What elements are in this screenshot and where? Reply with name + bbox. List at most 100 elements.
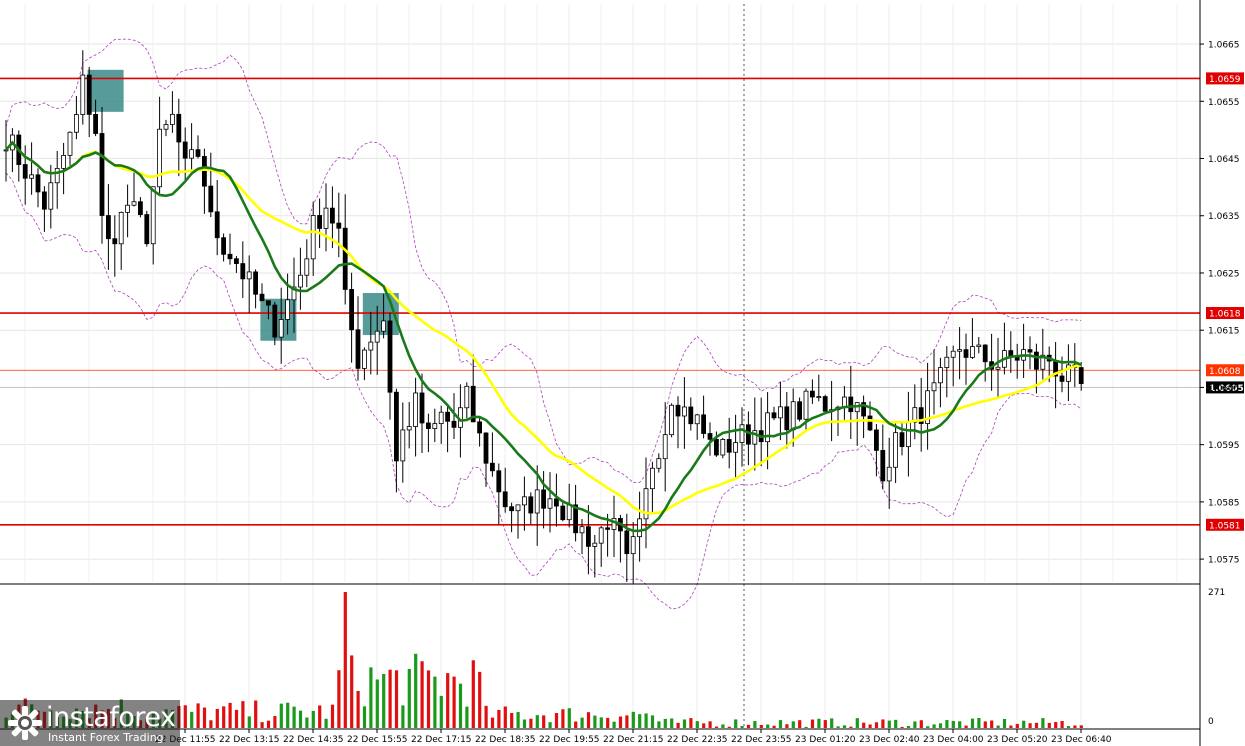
- candle-body: [714, 438, 719, 456]
- candle-body: [1078, 367, 1084, 385]
- candle-body: [746, 424, 751, 445]
- volume-bar: [1009, 725, 1013, 728]
- candle-body: [163, 124, 169, 130]
- volume-bar: [196, 703, 200, 728]
- candle-body: [445, 411, 451, 422]
- current-price-label-bg: [1206, 381, 1244, 394]
- volume-bar: [650, 715, 655, 728]
- candle-body: [662, 434, 668, 460]
- candle-body: [304, 258, 310, 276]
- volume-bar: [529, 718, 533, 728]
- volume-bar: [657, 721, 661, 728]
- volume-bar: [644, 713, 648, 728]
- volume-bar: [458, 683, 463, 728]
- volume-bar: [798, 720, 802, 728]
- x-tick-label: 22 Dec 14:35: [283, 735, 344, 745]
- volume-bar: [554, 713, 559, 728]
- volume-bar: [574, 721, 578, 728]
- candle-body: [157, 128, 163, 188]
- volume-bar: [938, 723, 943, 728]
- fast-ma-line: [5, 140, 1082, 533]
- volume-bar: [414, 653, 418, 728]
- candle-body: [906, 421, 911, 448]
- candle-body: [176, 113, 182, 143]
- upper-band: [5, 38, 1082, 483]
- current-price-label: 1.0605: [1209, 384, 1244, 394]
- volume-bar: [465, 706, 469, 728]
- candle-body: [950, 350, 956, 358]
- candle-body: [1066, 364, 1071, 382]
- level-label-bg: [1206, 307, 1244, 320]
- volume-bar: [586, 712, 591, 728]
- volume-bar: [945, 720, 949, 728]
- volume-bar: [682, 719, 687, 728]
- watermark-tagline: Instant Forex Trading: [48, 731, 164, 744]
- candle-body: [182, 141, 188, 159]
- candle-body: [400, 429, 406, 462]
- slow-ma-line: [5, 140, 1082, 515]
- candle-body: [707, 433, 713, 440]
- candle-body: [387, 320, 393, 393]
- volume-bar: [676, 722, 680, 728]
- candle-body: [278, 319, 284, 338]
- volume-bar: [746, 724, 751, 728]
- volume-bar: [855, 718, 859, 728]
- candle-body: [496, 470, 502, 493]
- candle-body: [438, 411, 444, 425]
- candle-body: [995, 366, 1001, 370]
- volume-bar: [298, 710, 303, 728]
- candle-body: [208, 185, 214, 213]
- candle-body: [701, 414, 706, 434]
- candle-body: [976, 344, 982, 347]
- candle-body: [522, 496, 527, 506]
- candle-body: [643, 488, 649, 520]
- candle-body: [515, 504, 521, 512]
- volume-bar: [631, 711, 635, 728]
- volume-bar: [510, 712, 514, 728]
- volume-bar: [215, 708, 219, 728]
- candle-body: [22, 164, 28, 179]
- volume-bar: [522, 719, 527, 728]
- candle-body: [893, 432, 898, 468]
- candle-body: [413, 392, 419, 427]
- volume-bar: [452, 676, 456, 728]
- volume-bar: [1073, 725, 1077, 728]
- candle-body: [554, 498, 559, 507]
- volume-bar: [311, 710, 315, 728]
- x-tick-label: 22 Dec 13:15: [219, 735, 280, 745]
- volume-bar: [260, 722, 264, 728]
- y-tick-label: 1.0645: [1208, 155, 1240, 165]
- candle-body: [29, 174, 35, 179]
- volume-max-label: 271: [1208, 588, 1225, 598]
- candle-body: [810, 390, 815, 398]
- y-tick-label: 1.0655: [1208, 98, 1240, 108]
- volume-bar: [996, 725, 1000, 728]
- volume-bar: [190, 711, 194, 728]
- volume-bar: [753, 720, 757, 728]
- x-tick-label: 23 Dec 05:20: [987, 735, 1048, 745]
- volume-bar: [401, 705, 405, 728]
- candle-body: [822, 396, 828, 412]
- volume-bar: [778, 720, 783, 728]
- x-tick-label: 23 Dec 02:40: [859, 735, 920, 745]
- candle-body: [189, 149, 195, 159]
- volume-bar: [503, 706, 507, 728]
- candle-body: [560, 505, 566, 521]
- volume-bar: [983, 721, 987, 728]
- x-tick-label: 22 Dec 19:55: [539, 735, 600, 745]
- volume-bar: [343, 592, 347, 728]
- candle-body: [918, 407, 924, 424]
- candle-body: [227, 253, 233, 260]
- volume-bar: [375, 679, 379, 728]
- candle-body: [86, 74, 92, 115]
- x-tick-label: 22 Dec 11:55: [155, 735, 216, 745]
- watermark-brand: instaforex: [46, 702, 176, 733]
- candle-body: [54, 167, 60, 184]
- volume-bar: [394, 670, 399, 728]
- candle-body: [931, 382, 937, 392]
- volume-bar: [1079, 725, 1083, 728]
- candle-body: [982, 344, 988, 363]
- candle-body: [310, 215, 316, 260]
- candle-body: [112, 238, 118, 245]
